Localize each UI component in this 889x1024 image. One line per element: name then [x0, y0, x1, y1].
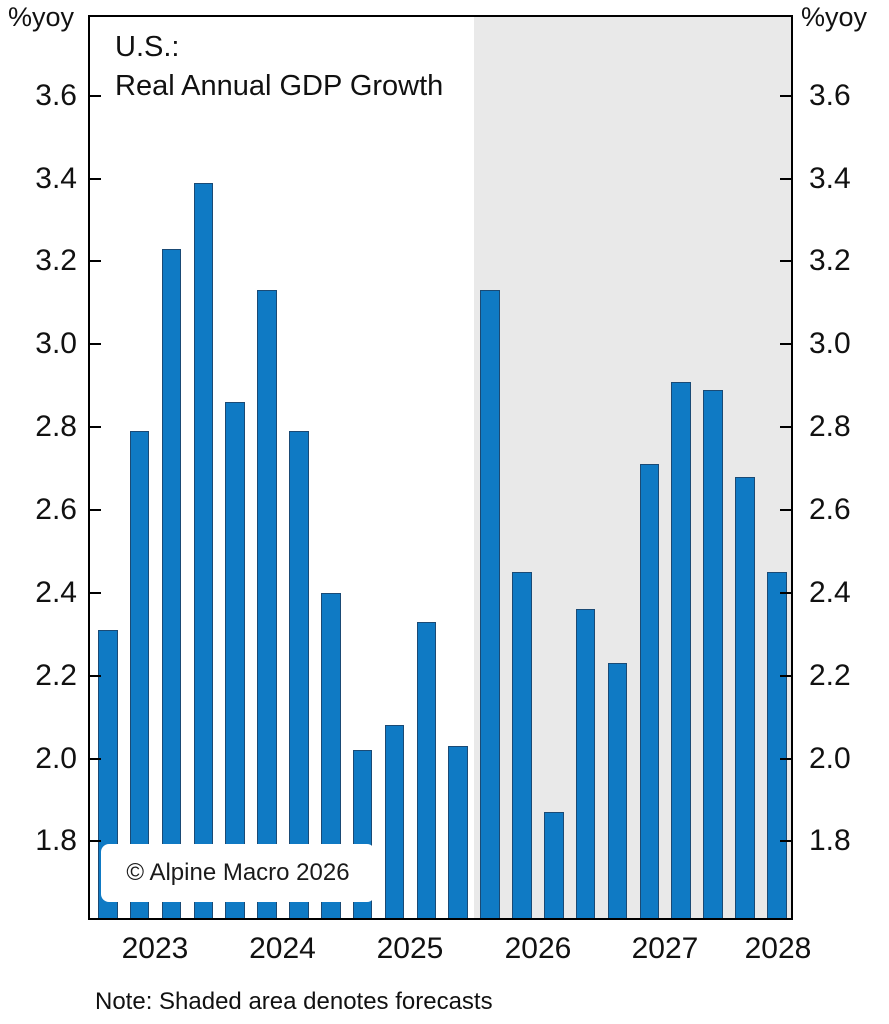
y-tick-label-left-3.4: 3.4: [35, 161, 77, 195]
left-axis-unit-label: %yoy: [8, 2, 75, 32]
y-tick-left-3.4: [90, 177, 101, 180]
y-tick-label-right-3.4: 3.4: [809, 161, 851, 195]
gdp-bar-5: [257, 290, 277, 918]
right-axis-unit-label: %yoy: [801, 2, 868, 32]
gdp-bar-20: [735, 476, 755, 918]
gdp-bar-1: [129, 431, 150, 918]
y-tick-left-3.6: [90, 94, 101, 97]
chart-title-line2: Real Annual GDP Growth: [115, 70, 444, 102]
y-tick-left-2.4: [90, 591, 101, 594]
gdp-bar-10: [416, 621, 437, 918]
plot-area: U.S.: Real Annual GDP Growth © Alpine Ma…: [88, 15, 793, 920]
y-tick-label-left-2.4: 2.4: [35, 575, 77, 609]
gdp-bar-15: [575, 609, 596, 918]
x-year-label-2028: 2028: [744, 932, 812, 965]
y-tick-left-2.6: [90, 508, 101, 511]
gdp-bar-4: [225, 402, 245, 918]
y-tick-label-right-2.2: 2.2: [809, 658, 851, 692]
y-tick-left-2.0: [90, 757, 101, 760]
gdp-bar-18: [671, 381, 691, 918]
gdp-bar-13: [512, 572, 532, 918]
y-tick-left-1.8: [90, 840, 101, 843]
y-tick-right-1.8: [780, 840, 791, 843]
y-tick-label-left-3.0: 3.0: [35, 327, 77, 361]
y-tick-label-left-2.0: 2.0: [35, 741, 77, 775]
gdp-bar-9: [384, 725, 405, 918]
y-tick-right-2.6: [780, 508, 791, 511]
gdp-bar-7: [321, 592, 341, 918]
y-tick-label-right-3.2: 3.2: [809, 244, 851, 278]
y-tick-left-3.0: [90, 343, 101, 346]
chart-title-line1: U.S.:: [115, 31, 180, 63]
y-tick-label-left-3.6: 3.6: [35, 78, 77, 112]
y-tick-label-right-1.8: 1.8: [809, 824, 851, 858]
gdp-bar-11: [448, 746, 468, 918]
y-tick-label-right-2.0: 2.0: [809, 741, 851, 775]
gdp-bar-17: [639, 464, 660, 918]
x-year-label-2026: 2026: [504, 932, 572, 965]
y-tick-label-right-3.0: 3.0: [809, 327, 851, 361]
y-tick-left-2.8: [90, 426, 101, 429]
y-tick-right-2.0: [780, 757, 791, 760]
y-tick-label-left-2.2: 2.2: [35, 658, 77, 692]
gdp-bar-14: [544, 812, 564, 918]
gdp-bar-6: [289, 431, 309, 918]
y-tick-right-2.8: [780, 426, 791, 429]
y-tick-label-right-2.6: 2.6: [809, 492, 851, 526]
gdp-bar-3: [193, 182, 214, 918]
y-tick-left-2.2: [90, 674, 101, 677]
chart-title: U.S.: Real Annual GDP Growth: [115, 28, 443, 106]
note-text: Note: Shaded area denotes forecasts: [95, 988, 493, 1015]
gdp-bar-21: [767, 572, 787, 918]
y-tick-right-3.4: [780, 177, 791, 180]
gdp-bar-19: [703, 389, 723, 918]
y-tick-right-3.2: [780, 260, 791, 263]
y-tick-right-3.0: [780, 343, 791, 346]
y-tick-label-right-3.6: 3.6: [809, 78, 851, 112]
x-year-label-2024: 2024: [249, 932, 316, 965]
x-year-label-2025: 2025: [376, 932, 444, 965]
y-tick-label-left-1.8: 1.8: [35, 824, 77, 858]
y-tick-left-3.2: [90, 260, 101, 263]
copyright-watermark: © Alpine Macro 2026: [101, 844, 375, 902]
gdp-bar-2: [161, 248, 182, 918]
x-year-label-2027: 2027: [631, 932, 699, 965]
y-tick-right-2.4: [780, 591, 791, 594]
y-tick-label-right-2.8: 2.8: [809, 410, 851, 444]
y-tick-label-left-2.6: 2.6: [35, 492, 77, 526]
y-tick-right-3.6: [780, 94, 791, 97]
y-tick-label-right-2.4: 2.4: [809, 575, 851, 609]
y-tick-right-2.2: [780, 674, 791, 677]
y-tick-label-left-3.2: 3.2: [35, 244, 77, 278]
x-year-label-2023: 2023: [121, 932, 189, 965]
gdp-bar-16: [607, 663, 628, 918]
gdp-bar-12: [480, 290, 500, 918]
y-tick-label-left-2.8: 2.8: [35, 410, 77, 444]
